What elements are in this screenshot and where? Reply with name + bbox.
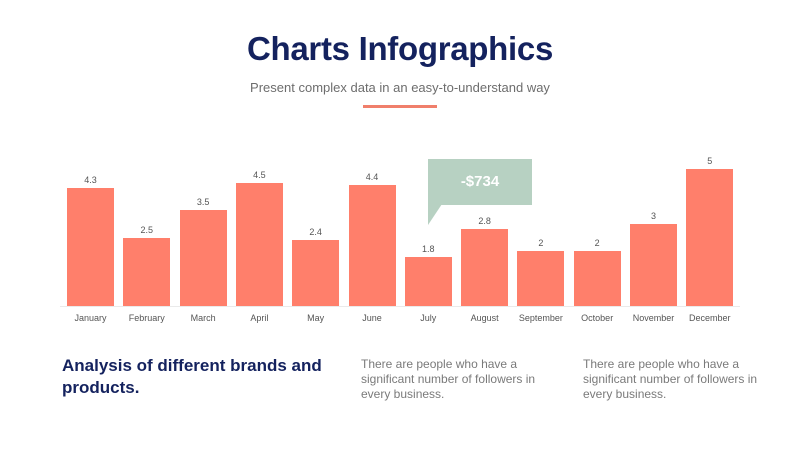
x-axis-label: August (470, 313, 499, 323)
page-subtitle: Present complex data in an easy-to-under… (250, 80, 550, 95)
x-axis-label: September (518, 313, 563, 323)
bar-january (67, 188, 114, 306)
x-axis-label: November (632, 313, 675, 323)
bar-value-label: 4.4 (365, 172, 379, 183)
x-axis-label: March (190, 313, 216, 323)
bar-value-label: 2.4 (309, 227, 322, 238)
x-axis-label: January (74, 313, 107, 323)
bar-november (630, 223, 677, 306)
x-axis-label: May (307, 313, 325, 323)
analysis-heading: Analysis of different brands and product… (62, 356, 322, 397)
x-axis-label: October (581, 313, 614, 323)
bar-value-label: 4.5 (253, 169, 266, 180)
bar-august (461, 229, 509, 306)
bar-may (292, 240, 340, 306)
callout-badge: -$734 (428, 159, 532, 205)
bar-value-label: 4.3 (84, 175, 97, 186)
chart-baseline (60, 306, 740, 307)
bar-value-label: 1.8 (422, 243, 435, 254)
x-axis-label: April (250, 313, 269, 323)
bar-july (404, 256, 452, 306)
bar-september (517, 251, 565, 306)
bar-october (573, 251, 621, 306)
bar-value-label: 5 (707, 156, 713, 166)
x-axis-label: December (689, 313, 731, 323)
bar-value-label: 2.8 (478, 216, 491, 227)
bar-april (235, 182, 283, 306)
page-title: Charts Infographics (246, 30, 553, 67)
x-axis-label: June (362, 313, 382, 323)
bar-value-label: 3 (650, 210, 656, 221)
description-1: There are people who have a significant … (361, 357, 536, 401)
bar-value-label: 2 (594, 238, 600, 249)
bar-march (179, 210, 227, 306)
bar-value-label: 2 (538, 238, 544, 249)
x-axis-label: July (420, 313, 437, 323)
bar-value-label: 2.5 (140, 224, 154, 235)
bar-december (686, 169, 734, 306)
bar-june (348, 185, 396, 306)
callout-tail (428, 204, 442, 225)
description-2: There are people who have a significant … (583, 357, 758, 401)
bar-february (123, 237, 171, 306)
bar-chart: 4.3 January 2.5 February 3.5 March 4.5 April 2.4… (60, 156, 740, 323)
accent-divider (363, 105, 437, 108)
x-axis-label: February (128, 313, 165, 323)
bar-value-label: 3.5 (196, 197, 210, 208)
